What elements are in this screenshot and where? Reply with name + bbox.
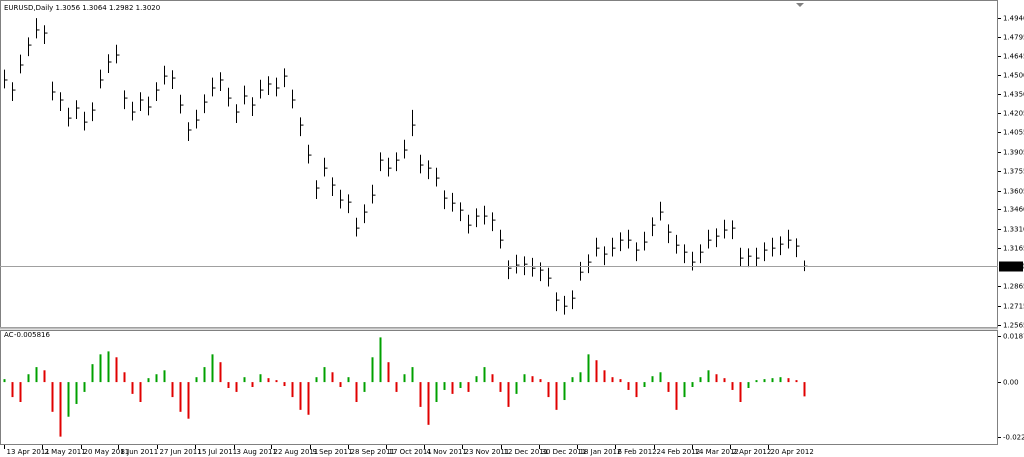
x-tick-label: 2 Apr 2012 [733, 448, 772, 456]
indicator-panel [0, 330, 998, 445]
y-tick-label: 1.3310 [1003, 226, 1024, 234]
x-tick-label: 12 Dec 2011 [504, 448, 549, 456]
y-tick-label: 1.3755 [1003, 168, 1024, 176]
y-tick-label: 1.2565 [1003, 322, 1024, 330]
x-tick-label: 30 Dec 2011 [542, 448, 587, 456]
x-tick-label: 6 Feb 2012 [618, 448, 657, 456]
y-tick-label: -0.022370 [1003, 434, 1024, 442]
indicator-name: AC [4, 331, 14, 339]
x-tick-label: 22 Aug 2011 [274, 448, 319, 456]
y-tick-label: 1.4795 [1003, 34, 1024, 42]
x-tick-label: 15 Jul 2011 [198, 448, 238, 456]
indicator-value: -0.005816 [14, 331, 50, 339]
x-tick-label: 18 Jan 2012 [580, 448, 622, 456]
x-tick-label: 24 Feb 2012 [657, 448, 701, 456]
x-tick-label: 13 Apr 2011 [7, 448, 50, 456]
y-tick-label: 1.2715 [1003, 303, 1024, 311]
x-tick-label: 3 Aug 2011 [237, 448, 277, 456]
current-price-box [999, 261, 1023, 272]
y-tick-label: 1.3165 [1003, 245, 1024, 253]
y-tick-label: 1.4940 [1003, 15, 1024, 23]
y-tick-label: 0.00 [1003, 379, 1019, 387]
y-tick-label: 1.4350 [1003, 91, 1024, 99]
y-tick-label: 1.4500 [1003, 72, 1024, 80]
x-tick-label: 4 Nov 2011 [427, 448, 467, 456]
chart-header: EURUSD,Daily 1.3056 1.3064 1.2982 1.3020 [4, 4, 160, 12]
x-tick-label: 14 Mar 2012 [695, 448, 739, 456]
x-tick-label: 17 Oct 2011 [389, 448, 432, 456]
x-tick-label: 8 Jun 2011 [121, 448, 159, 456]
current-price-label: 1.3020 [1002, 263, 1024, 271]
x-tick-label: 23 Nov 2011 [465, 448, 510, 456]
y-tick-label: 0.018791 [1003, 333, 1024, 341]
x-tick-label: 2 May 2011 [45, 448, 86, 456]
y-tick-label: 1.4645 [1003, 53, 1024, 61]
y-tick-label: 1.3605 [1003, 188, 1024, 196]
shift-marker[interactable] [796, 3, 804, 7]
x-tick-label: 20 May 2011 [84, 448, 130, 456]
x-tick-label: 20 Apr 2012 [771, 448, 814, 456]
y-tick-label: 1.3460 [1003, 206, 1024, 214]
y-tick-label: 1.2865 [1003, 283, 1024, 291]
y-tick-label: 1.3905 [1003, 149, 1024, 157]
y-tick-label: 1.4205 [1003, 110, 1024, 118]
x-tick-label: 27 Jun 2011 [160, 448, 202, 456]
x-tick-label: 28 Sep 2011 [351, 448, 395, 456]
x-tick-label: 9 Sep 2011 [313, 448, 353, 456]
y-tick-label: 1.4055 [1003, 129, 1024, 137]
